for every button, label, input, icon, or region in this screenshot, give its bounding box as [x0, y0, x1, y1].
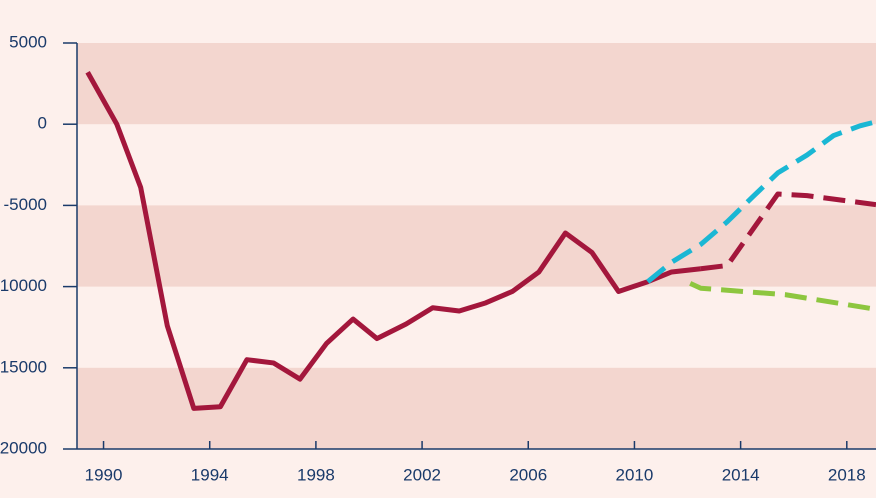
x-tick-label: 1990: [85, 465, 123, 484]
y-tick-label: -20000: [0, 438, 47, 457]
grid-band: [77, 205, 876, 287]
x-tick-label: 2010: [616, 465, 654, 484]
x-tick-label: 2006: [509, 465, 547, 484]
series-line: [85, 71, 702, 411]
grid-band: [77, 43, 876, 125]
x-tick-label: 2014: [722, 465, 760, 484]
series-line: [700, 191, 876, 272]
x-tick-label: 2018: [828, 465, 866, 484]
series-line: [689, 281, 876, 312]
x-tick-label: 1998: [297, 465, 335, 484]
x-tick-label: 2002: [403, 465, 441, 484]
y-tick-label: -5000: [4, 195, 47, 214]
y-tick-label: 5000: [9, 32, 47, 51]
y-tick-label: -15000: [0, 357, 47, 376]
series-line: [646, 119, 876, 284]
y-tick-label: 0: [38, 114, 47, 133]
x-tick-label: 1994: [191, 465, 229, 484]
y-tick-label: -10000: [0, 276, 47, 295]
